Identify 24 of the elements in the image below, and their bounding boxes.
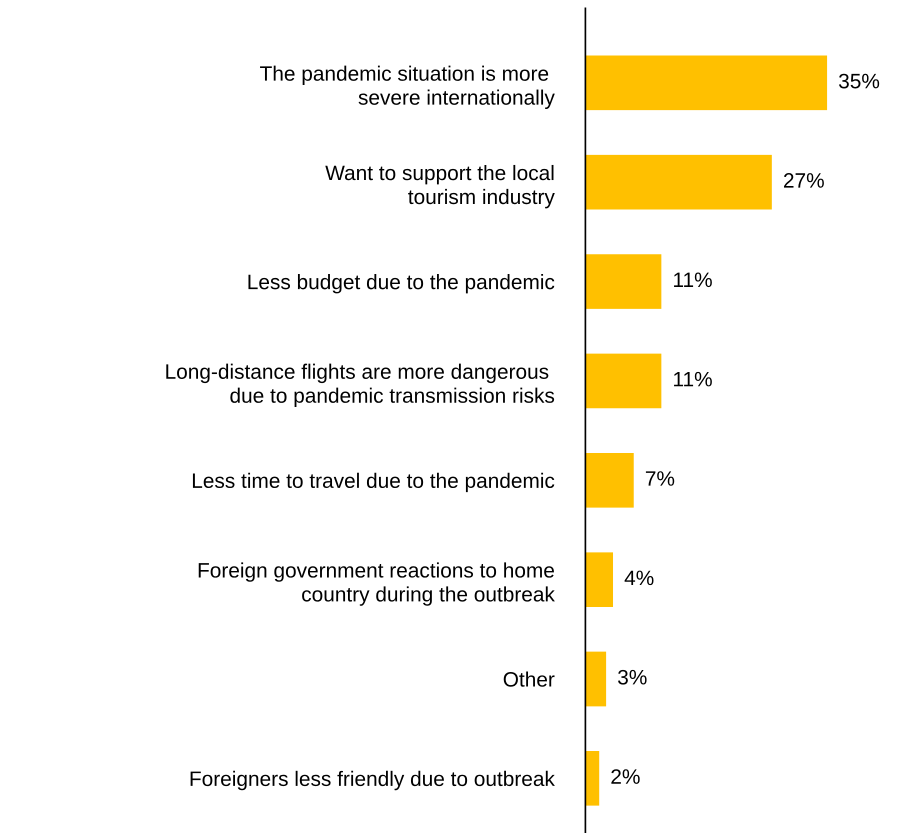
data-label: 11% (674, 372, 712, 386)
bar (585, 254, 662, 309)
data-label: 4% (624, 570, 654, 586)
y-tick-label: Foreigners less friendly due to outbreak (190, 770, 555, 790)
bar (585, 452, 634, 508)
bar (585, 154, 772, 210)
bar (585, 354, 662, 408)
y-tick-label: Less budget due to the pandemic (248, 274, 554, 294)
data-label: 3% (618, 670, 647, 685)
y-tick-label: Less time to travel due to the pandemic (192, 472, 554, 492)
data-label: 7% (646, 471, 674, 486)
y-tick-label: Other (504, 671, 554, 687)
y-tick-label: Foreign government reactions to home country during the outbreak (198, 562, 555, 606)
y-tick-label: Want to support the local tourism industry (325, 164, 555, 208)
y-tick-label: The pandemic situation is more severe internationally (260, 66, 555, 109)
bar (585, 56, 828, 110)
data-label: 27% (784, 173, 824, 188)
data-label: 2% (611, 769, 640, 784)
data-label: 11% (674, 272, 712, 288)
bar (585, 552, 614, 607)
bar (585, 751, 600, 806)
y-tick-label: Long-distance flights are more dangerous due to pandemic transmission risks (166, 364, 554, 408)
data-label: 35% (838, 74, 880, 88)
bar (585, 652, 606, 706)
